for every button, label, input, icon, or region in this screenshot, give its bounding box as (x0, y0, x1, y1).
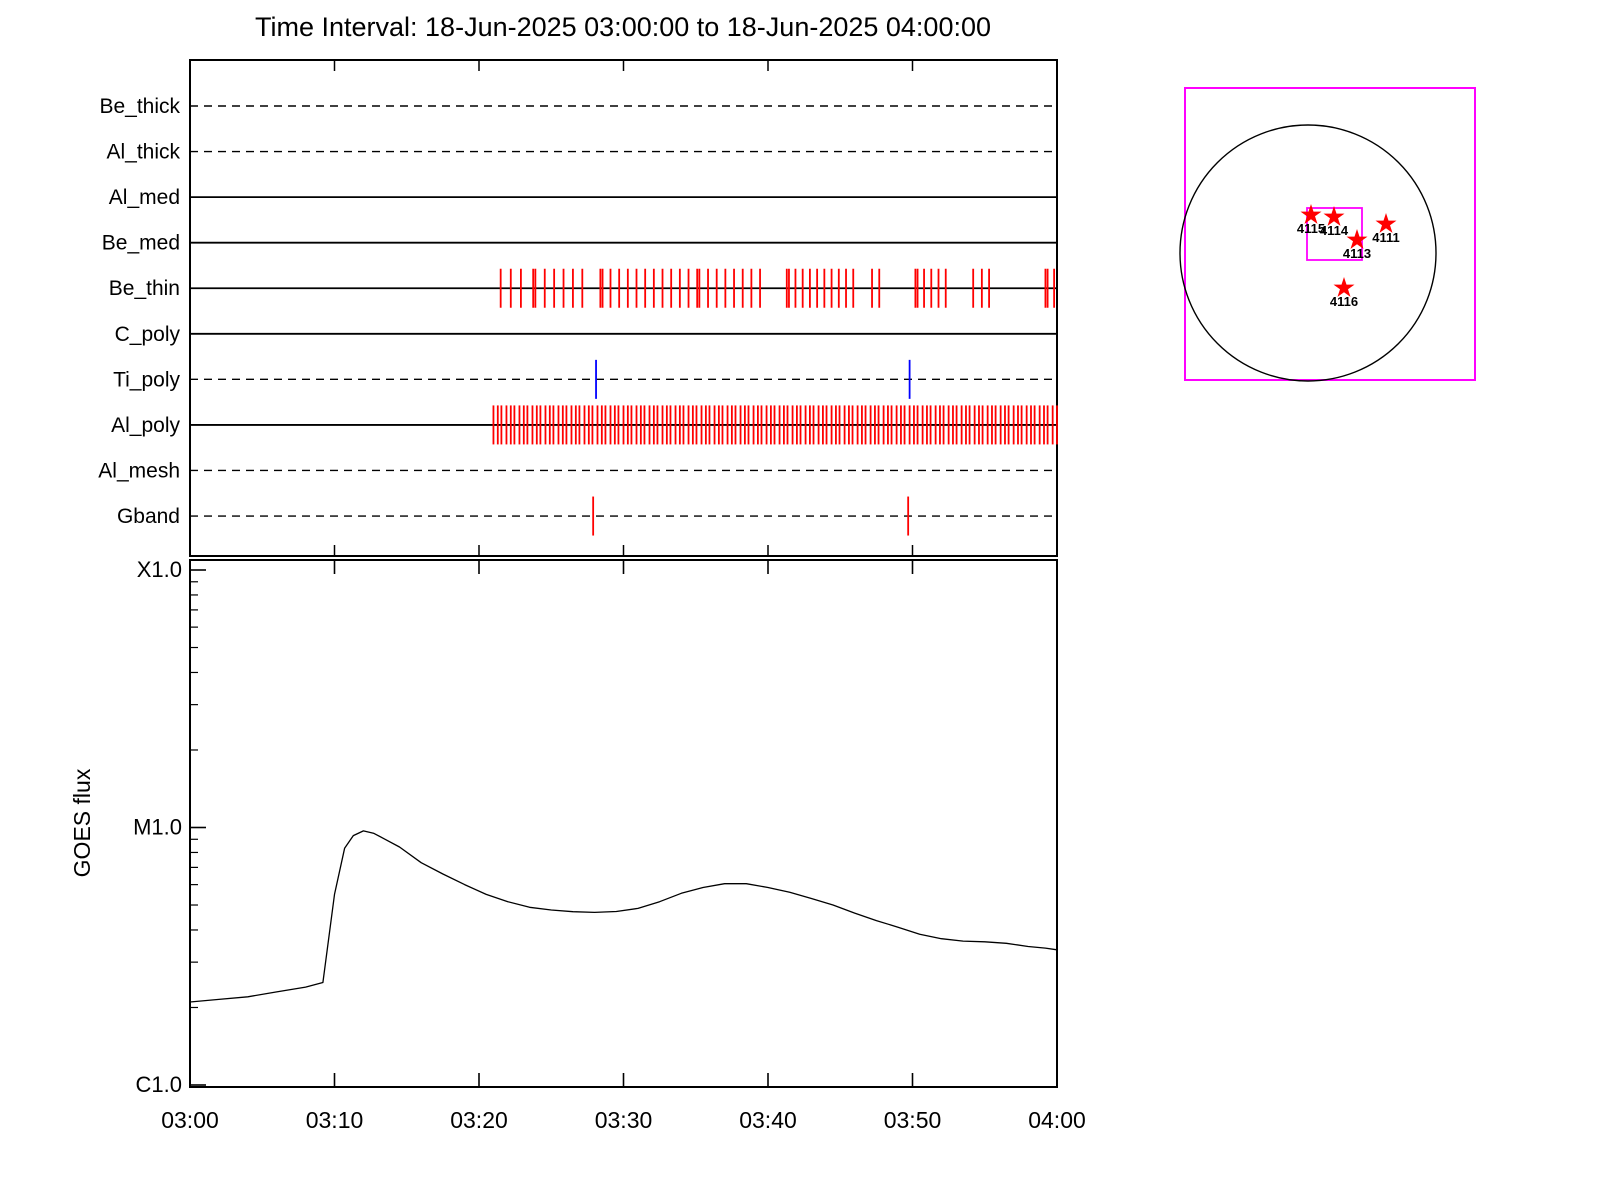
goes-xtick-label: 03:30 (595, 1107, 653, 1133)
goes-xtick-label: 03:00 (161, 1107, 219, 1133)
goes-xtick-label: 03:10 (306, 1107, 364, 1133)
active-region-star-4113 (1346, 229, 1368, 249)
goes-xtick-label: 04:00 (1028, 1107, 1086, 1133)
goes-ytick-label: M1.0 (133, 815, 182, 840)
active-region-label-4116: 4116 (1330, 294, 1358, 309)
active-region-label-4113: 4113 (1343, 246, 1371, 261)
exposure-timeline-panel: Be_thick Al_thick Al_med Be_med Be_thin C_pol… (98, 59, 1058, 557)
goes-ylabel: GOES flux (69, 768, 95, 877)
goes-ytick-label: X1.0 (137, 557, 182, 582)
filter-label-al_poly: Al_poly (111, 414, 180, 437)
goes-xtick-label: 03:40 (739, 1107, 797, 1133)
goes-ytick-label: C1.0 (136, 1072, 182, 1097)
goes-flux-panel: X1.0 M1.0 C1.0 03:00 03:10 03:20 03:30 03:40 03:… (69, 557, 1086, 1133)
filter-label-be_thin: Be_thin (109, 277, 180, 300)
filter-label-be_thick: Be_thick (99, 95, 180, 118)
filter-label-al_thick: Al_thick (106, 141, 180, 164)
goes-frame (189, 559, 1058, 1088)
active-region-star-4116 (1333, 277, 1355, 297)
map-outer-box (1184, 87, 1476, 381)
active-region-star-4111 (1375, 213, 1397, 233)
active-region-star-4114 (1323, 206, 1345, 226)
active-region-label-4114: 4114 (1320, 223, 1349, 238)
active-region-label-4115: 4115 (1297, 221, 1325, 236)
goes-flux-curve (189, 830, 1058, 1003)
timeline-frame (189, 59, 1058, 557)
filter-label-al_med: Al_med (109, 186, 180, 209)
goes-xtick-label: 03:50 (884, 1107, 942, 1133)
filter-label-ti_poly: Ti_poly (113, 368, 180, 391)
filter-label-c_poly: C_poly (115, 323, 181, 346)
goes-xtick-label: 03:20 (450, 1107, 508, 1133)
active-region-star-4115 (1300, 204, 1322, 224)
filter-label-gband: Gband (117, 505, 180, 528)
active-region-label-4111: 4111 (1372, 230, 1400, 245)
filter-label-be_med: Be_med (102, 232, 180, 255)
plot-title: Time Interval: 18-Jun-2025 03:00:00 to 1… (255, 12, 991, 42)
solar-limb-circle (1179, 124, 1437, 382)
filter-label-al_mesh: Al_mesh (98, 459, 180, 482)
